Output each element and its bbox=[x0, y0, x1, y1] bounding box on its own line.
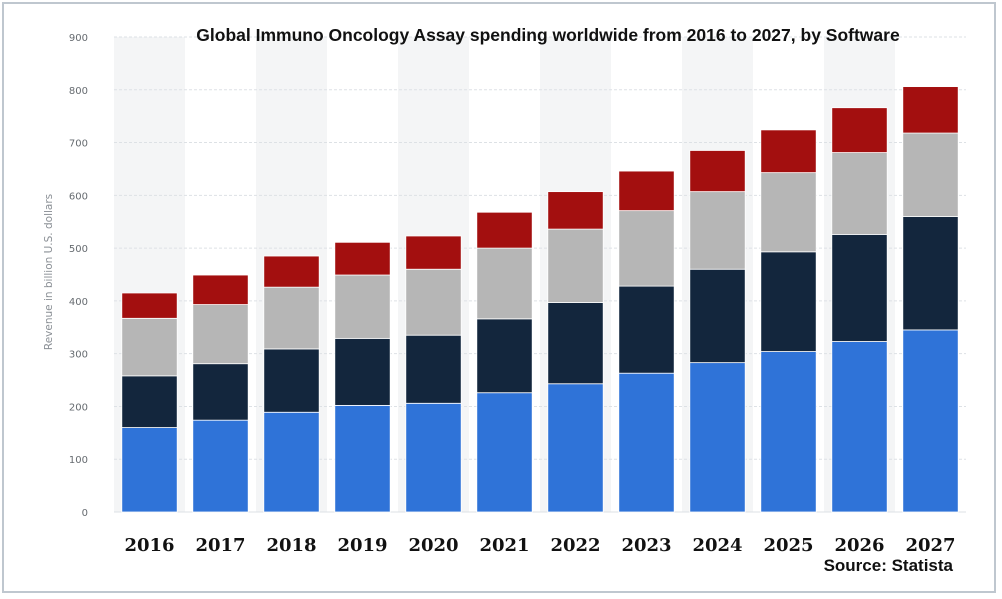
bar-2021-segment-3 bbox=[476, 247, 533, 320]
x-tick-label: 2026 bbox=[834, 535, 884, 556]
chart-title: Global Immuno Oncology Assay spending wo… bbox=[196, 25, 900, 45]
bar-2016-segment-1 bbox=[121, 427, 178, 513]
bar-2017-segment-3 bbox=[192, 304, 249, 365]
bar-2016-segment-4 bbox=[121, 292, 178, 319]
bar-2026-segment-2 bbox=[831, 233, 888, 342]
bar-2019-segment-4 bbox=[334, 241, 391, 276]
bar-2017-segment-4 bbox=[192, 274, 249, 305]
bar-2018-segment-2 bbox=[263, 348, 320, 413]
source-note: Source: Statista bbox=[824, 556, 954, 575]
bar-2019-segment-3 bbox=[334, 274, 391, 339]
x-tick-label: 2027 bbox=[905, 535, 955, 556]
bar-2020-segment-3 bbox=[405, 268, 462, 336]
bars bbox=[121, 86, 959, 513]
bar-2026-segment-1 bbox=[831, 341, 888, 513]
bar-2022-segment-2 bbox=[547, 302, 604, 385]
x-tick-label: 2022 bbox=[550, 535, 600, 556]
y-tick-label: 800 bbox=[69, 86, 88, 97]
bar-2023-segment-2 bbox=[618, 285, 675, 374]
bar-2022-segment-1 bbox=[547, 383, 604, 513]
bar-2027-segment-4 bbox=[902, 86, 959, 134]
bar-2017-segment-1 bbox=[192, 419, 249, 513]
bar-2018-segment-3 bbox=[263, 286, 320, 350]
bar-2027-segment-2 bbox=[902, 216, 959, 331]
y-tick-label: 600 bbox=[69, 191, 88, 202]
x-tick-label: 2019 bbox=[337, 535, 387, 556]
bar-2027-segment-3 bbox=[902, 132, 959, 217]
x-tick-label: 2024 bbox=[692, 535, 742, 556]
y-axis-label: Revenue in billion U.S. dollars bbox=[43, 194, 55, 350]
bar-2023-segment-3 bbox=[618, 210, 675, 287]
gridlines bbox=[114, 36, 966, 513]
x-tick-label: 2020 bbox=[408, 535, 458, 556]
bar-2026-segment-4 bbox=[831, 107, 888, 153]
bar-2022-segment-4 bbox=[547, 191, 604, 230]
bar-2024-segment-1 bbox=[689, 362, 746, 513]
bar-2017-segment-2 bbox=[192, 363, 249, 421]
bar-2019-segment-2 bbox=[334, 337, 391, 406]
x-tick-label: 2025 bbox=[763, 535, 813, 556]
bar-2026-segment-3 bbox=[831, 152, 888, 235]
bar-2018-segment-4 bbox=[263, 255, 320, 288]
bar-2020-segment-2 bbox=[405, 334, 462, 404]
x-tick-label: 2023 bbox=[621, 535, 671, 556]
y-axis-ticks: 0 100 200 300 400 500 600 700 800 900 bbox=[69, 33, 88, 519]
x-tick-label: 2021 bbox=[479, 535, 529, 556]
bar-2027-segment-1 bbox=[902, 329, 959, 513]
bar-2021-segment-4 bbox=[476, 211, 533, 249]
bar-2018-segment-1 bbox=[263, 411, 320, 513]
bar-2016-segment-2 bbox=[121, 375, 178, 428]
bar-2025-segment-3 bbox=[760, 172, 817, 253]
bar-2020-segment-1 bbox=[405, 402, 462, 513]
bar-2025-segment-2 bbox=[760, 251, 817, 352]
bar-2019-segment-1 bbox=[334, 404, 391, 513]
bar-2023-segment-1 bbox=[618, 372, 675, 513]
bar-2021-segment-2 bbox=[476, 318, 533, 394]
bar-2022-segment-3 bbox=[547, 228, 604, 303]
bar-2025-segment-4 bbox=[760, 129, 817, 174]
bar-2016-segment-3 bbox=[121, 317, 178, 377]
x-axis-ticks: 2016 2017 2018 2019 2020 2021 2022 2023 2024 2025… bbox=[124, 535, 955, 556]
x-tick-label: 2017 bbox=[195, 535, 245, 556]
bar-2023-segment-4 bbox=[618, 170, 675, 212]
y-tick-label: 700 bbox=[69, 139, 88, 150]
x-tick-label: 2016 bbox=[124, 535, 174, 556]
bar-2024-segment-2 bbox=[689, 268, 746, 364]
bar-2020-segment-4 bbox=[405, 235, 462, 270]
y-tick-label: 400 bbox=[69, 297, 88, 308]
y-tick-label: 100 bbox=[69, 455, 88, 466]
bar-2025-segment-1 bbox=[760, 351, 817, 513]
bar-2021-segment-1 bbox=[476, 392, 533, 513]
y-tick-label: 900 bbox=[69, 33, 88, 44]
y-tick-label: 200 bbox=[69, 402, 88, 413]
bar-2024-segment-3 bbox=[689, 191, 746, 270]
y-tick-label: 300 bbox=[69, 350, 88, 361]
y-tick-label: 0 bbox=[82, 508, 88, 519]
bar-2024-segment-4 bbox=[689, 150, 746, 193]
y-tick-label: 500 bbox=[69, 244, 88, 255]
x-tick-label: 2018 bbox=[266, 535, 316, 556]
